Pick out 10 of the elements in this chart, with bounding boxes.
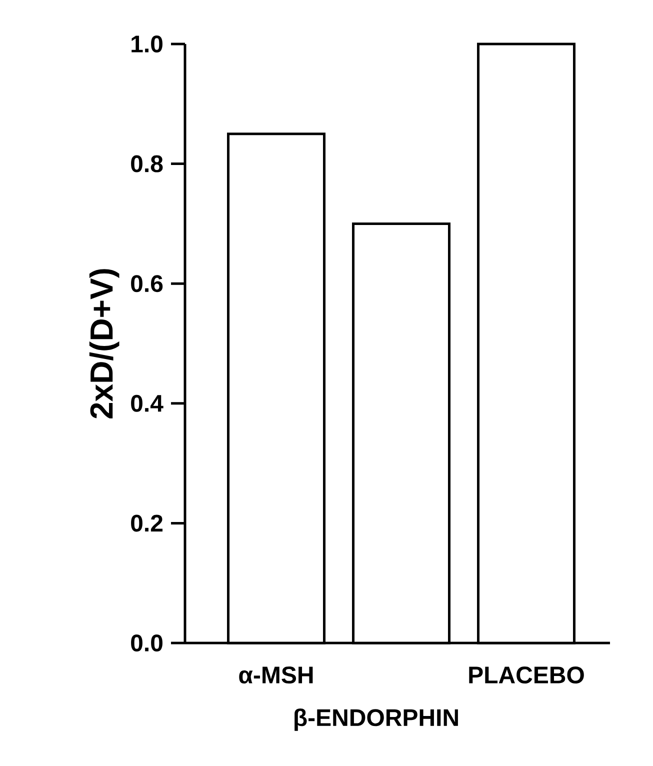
x-tick-label: PLACEBO [469,666,584,684]
y-tick-label: 0.6 [131,275,163,292]
y-axis-title: 2xD/(D+V) [89,269,120,418]
y-tick-label: 0.0 [131,634,162,652]
y-tick-label: 1.0 [132,36,162,52]
x-tick-label: α-MSH [239,666,313,684]
x-axis-title: β-ENDORPHIN [294,708,458,731]
y-tick-label: 0.4 [131,394,164,412]
y-tick-label: 0.2 [131,514,163,532]
y-tick-label: 0.8 [131,155,163,172]
